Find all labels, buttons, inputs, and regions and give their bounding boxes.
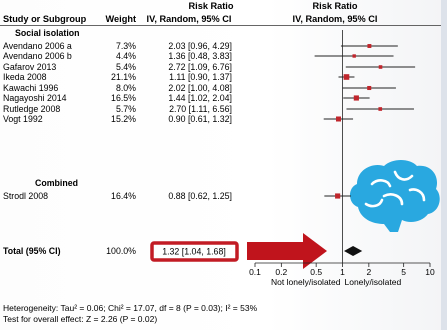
effect-marker [378, 65, 383, 69]
arrow-annotation [247, 233, 327, 269]
study-ci: 0.90 [0.61, 1.32] [168, 114, 232, 124]
study-weight: 16.4% [111, 191, 136, 201]
effect-marker [367, 85, 372, 91]
x-tick-label: 0.2 [275, 267, 287, 277]
x-label-right: Lonely/isolated [345, 277, 402, 287]
x-tick-label: 10 [425, 267, 435, 277]
study-name: Avendano 2006 b [3, 51, 72, 61]
ci-column-header: IV, Random, 95% CI [147, 14, 232, 24]
total-weight: 100.0% [106, 246, 136, 256]
x-tick-label: 1 [340, 267, 345, 277]
total-diamond [343, 246, 363, 256]
total-label: Total (95% CI) [3, 246, 61, 256]
study-name: Gafarov 2013 [3, 62, 56, 72]
study-ci: 2.03 [0.96, 4.29] [168, 41, 232, 51]
study-weight: 5.7% [116, 104, 136, 114]
x-tick-label: 0.1 [249, 267, 261, 277]
effect-marker [352, 54, 356, 58]
study-column-header: Study or Subgroup [3, 14, 87, 24]
study-ci: 1.11 [0.90, 1.37] [169, 72, 232, 82]
effect-marker [335, 116, 342, 122]
effect-title: Risk Ratio [189, 1, 234, 11]
plot-title: Risk Ratio [313, 1, 358, 11]
study-weight: 8.0% [116, 83, 136, 93]
weight-column-header: Weight [106, 14, 136, 24]
study-name: Vogt 1992 [3, 114, 43, 124]
brain-icon [349, 160, 440, 232]
group-label-combined: Combined [35, 178, 78, 188]
x-tick-label: 2 [366, 267, 371, 277]
study-name: Strodl 2008 [3, 191, 48, 201]
plot-subtitle: IV, Random, 95% CI [293, 14, 378, 24]
study-name: Kawachi 1996 [3, 83, 58, 93]
study-name: Avendano 2006 a [3, 41, 72, 51]
study-name: Rutledge 2008 [3, 104, 60, 114]
study-name: Nagayoshi 2014 [3, 93, 67, 103]
study-ci: 0.88 [0.62, 1.25] [168, 191, 232, 201]
x-tick-label: 0.5 [310, 267, 322, 277]
total-highlight-box [150, 241, 239, 262]
x-tick-label: 5 [401, 267, 406, 277]
study-weight: 16.5% [111, 93, 136, 103]
group-label-social-isolation: Social isolation [15, 28, 80, 38]
study-weight: 7.3% [116, 41, 136, 51]
x-label-left: Not lonely/isolated [271, 277, 341, 287]
study-weight: 21.1% [111, 72, 136, 82]
heterogeneity-text: Heterogeneity: Tau² = 0.06; Chi² = 17.07… [3, 303, 258, 313]
effect-marker [353, 95, 359, 101]
overall-effect-text: Test for overall effect: Z = 2.26 (P = 0… [3, 314, 157, 324]
effect-marker [343, 74, 350, 80]
study-weight: 4.4% [116, 51, 136, 61]
study-weight: 5.4% [116, 62, 136, 72]
effect-marker [335, 193, 341, 199]
study-ci: 1.44 [1.02, 2.04] [168, 93, 232, 103]
study-name: Ikeda 2008 [3, 72, 47, 82]
study-ci: 2.72 [1.09, 6.76] [168, 62, 232, 72]
study-weight: 15.2% [111, 114, 136, 124]
effect-marker [378, 107, 383, 111]
effect-marker [367, 44, 372, 48]
study-ci: 2.70 [1.11, 6.56] [169, 104, 232, 114]
study-ci: 1.36 [0.48, 3.83] [168, 51, 232, 61]
study-ci: 2.02 [1.00, 4.08] [168, 83, 232, 93]
total-ci: 1.32 [1.04, 1.68] [162, 247, 226, 257]
